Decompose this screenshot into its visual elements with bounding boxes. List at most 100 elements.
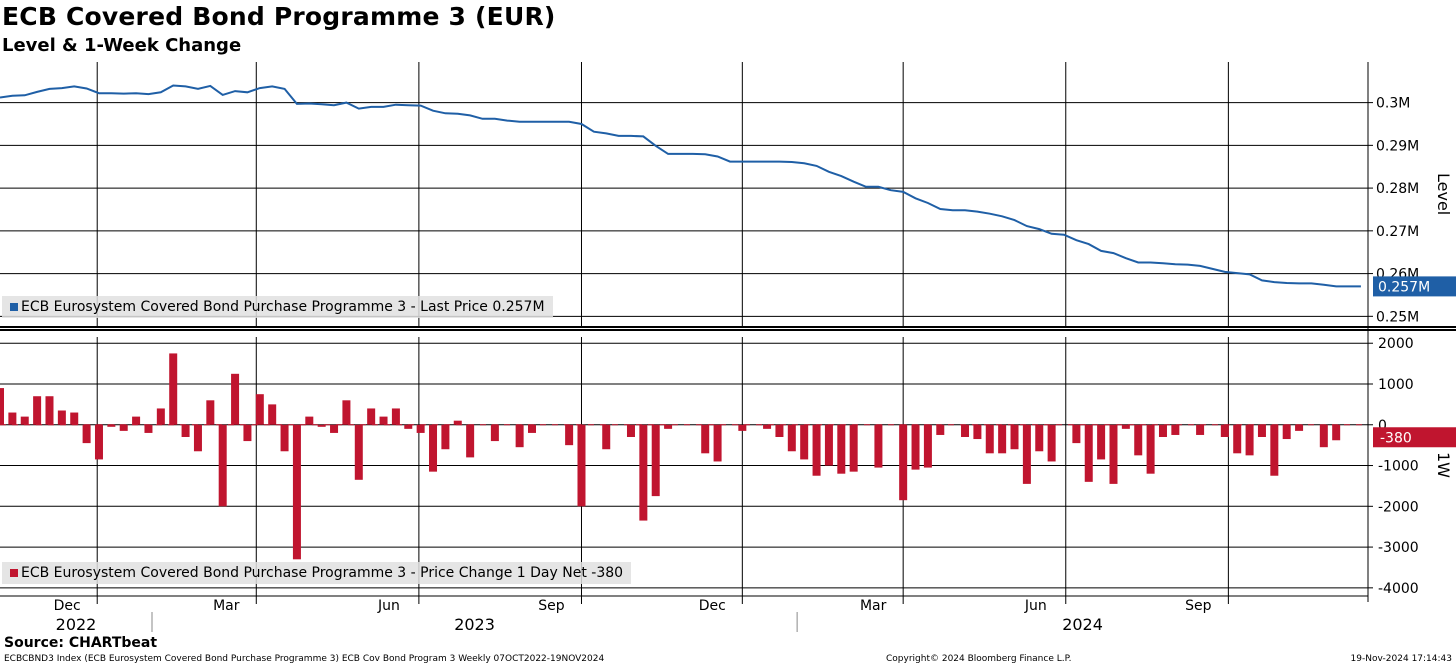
change-bar xyxy=(391,408,400,425)
change-bar xyxy=(1220,424,1229,437)
change-bar xyxy=(354,424,363,480)
change-bar xyxy=(602,424,611,450)
change-bar xyxy=(1332,424,1341,441)
change-bar xyxy=(218,424,227,507)
change-bars xyxy=(0,353,1368,560)
change-bar xyxy=(899,424,908,501)
change-bar xyxy=(626,424,635,437)
chart-subtitle: Level & 1-Week Change xyxy=(2,35,242,56)
change-bar xyxy=(1233,424,1242,454)
change-bar xyxy=(651,424,660,497)
month-label: Dec xyxy=(699,598,726,614)
change-bar xyxy=(404,424,413,429)
change-bar xyxy=(515,424,524,448)
source-note: Source: CHARTbeat xyxy=(4,635,158,651)
change-bar xyxy=(20,416,29,425)
level-line-layer xyxy=(0,84,1361,288)
level-line xyxy=(0,84,1361,288)
change-bar xyxy=(738,424,747,431)
change-bar xyxy=(961,424,970,437)
legend-level-swatch xyxy=(10,303,18,311)
month-label: Jun xyxy=(1024,598,1047,614)
change-bar xyxy=(936,424,945,435)
top-panel-grid xyxy=(0,102,1368,317)
change-bar xyxy=(837,424,846,474)
footer-ticker-info: ECBCBND3 Index (ECB Eurosystem Covered B… xyxy=(4,654,605,664)
month-gridlines xyxy=(96,62,1229,604)
change-bar xyxy=(565,424,574,446)
month-label: Jun xyxy=(377,598,400,614)
bottom-tick-label: 2000 xyxy=(1378,336,1414,352)
change-bar xyxy=(1282,424,1291,440)
change-bar xyxy=(701,424,710,454)
change-bar xyxy=(1319,424,1328,448)
change-bar xyxy=(1121,424,1130,429)
change-bar xyxy=(998,424,1007,454)
legend-change-swatch xyxy=(10,569,18,577)
last-value-label-level: 0.257M xyxy=(1378,279,1430,295)
top-y-axis-title: Level xyxy=(1434,173,1453,215)
change-bar xyxy=(639,424,648,521)
change-bar xyxy=(292,424,301,560)
change-bar xyxy=(1109,424,1118,484)
change-bar xyxy=(874,424,883,468)
bottom-y-axis-title: 1W xyxy=(1434,452,1453,478)
top-tick-label: 0.3M xyxy=(1376,96,1410,112)
last-value-badge-change xyxy=(1373,427,1456,448)
change-bar xyxy=(1010,424,1019,450)
bottom-tick-label: -3000 xyxy=(1378,540,1419,556)
change-bar xyxy=(94,424,103,460)
last-value-badge-level xyxy=(1373,276,1456,297)
change-bar xyxy=(280,424,289,452)
change-bar xyxy=(107,424,116,427)
top-tick-label: 0.25M xyxy=(1376,309,1419,325)
change-bar xyxy=(775,424,784,437)
change-bar xyxy=(466,424,475,458)
change-bar xyxy=(577,424,586,507)
change-bar xyxy=(70,412,79,425)
top-tick-label: 0.29M xyxy=(1376,138,1419,154)
change-bar xyxy=(973,424,982,440)
change-bar xyxy=(243,424,252,442)
year-label: 2024 xyxy=(1062,615,1103,634)
change-bar xyxy=(713,424,722,462)
change-bar xyxy=(416,424,425,433)
legend-change-label: ECB Eurosystem Covered Bond Purchase Pro… xyxy=(21,565,624,581)
month-label: Dec xyxy=(54,598,81,614)
change-bar xyxy=(367,408,376,425)
change-bar xyxy=(1196,424,1205,435)
month-label: Mar xyxy=(860,598,887,614)
legend-level: ECB Eurosystem Covered Bond Purchase Pro… xyxy=(2,296,553,318)
month-label: Mar xyxy=(213,598,240,614)
change-bar xyxy=(57,410,66,425)
month-label: Sep xyxy=(538,598,565,614)
change-bar xyxy=(181,424,190,437)
change-bar xyxy=(45,396,54,425)
change-bar xyxy=(1257,424,1266,437)
bottom-tick-label: -4000 xyxy=(1378,581,1419,597)
top-tick-label: 0.28M xyxy=(1376,181,1419,197)
change-bar xyxy=(1072,424,1081,444)
change-bar xyxy=(528,424,536,433)
change-bar xyxy=(1295,424,1304,431)
change-bar xyxy=(8,412,17,425)
change-bar xyxy=(268,404,277,425)
axes xyxy=(0,62,1456,632)
change-bar xyxy=(144,424,153,433)
change-bar xyxy=(1270,424,1279,476)
change-bar xyxy=(923,424,932,468)
change-bar xyxy=(330,424,339,433)
change-bar xyxy=(231,373,240,425)
footer-copyright: Copyright© 2024 Bloomberg Finance L.P. xyxy=(886,654,1072,664)
change-bar xyxy=(317,424,326,427)
change-bar xyxy=(156,408,165,425)
change-bar xyxy=(824,424,833,466)
change-bar xyxy=(1245,424,1254,456)
change-bar xyxy=(1084,424,1093,482)
year-label: 2022 xyxy=(56,615,97,634)
change-bar xyxy=(1158,424,1167,437)
change-bar xyxy=(342,400,351,425)
bottom-tick-label: 0 xyxy=(1378,418,1387,434)
change-bar xyxy=(800,424,809,460)
